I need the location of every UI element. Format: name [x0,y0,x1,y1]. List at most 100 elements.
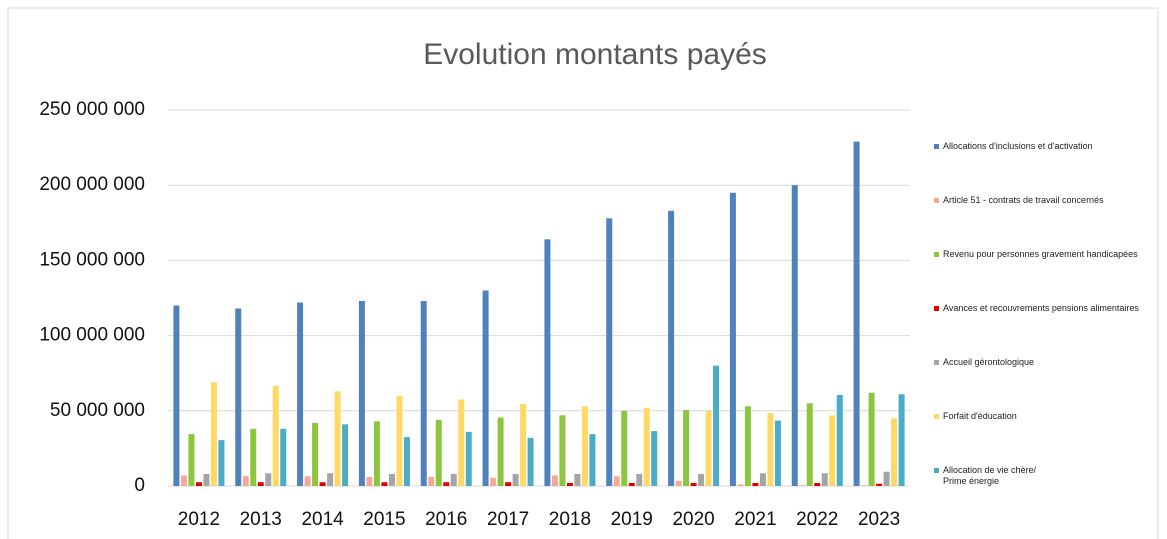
bar [235,308,242,486]
bar [195,482,202,486]
bar [606,218,613,486]
bar [403,437,410,486]
bar [396,395,403,486]
bar [713,365,720,486]
legend-swatch [934,251,939,257]
bar [643,407,650,486]
bar [581,406,588,486]
bar [465,431,472,486]
bar [683,410,690,486]
x-tick-label: 2020 [672,509,714,530]
bar [675,480,682,486]
x-tick-label: 2013 [240,509,282,530]
bar [482,290,489,486]
bar [744,406,751,486]
bar [250,428,257,486]
bar [304,476,311,486]
bar [574,473,581,486]
bar [203,473,210,486]
bar [458,399,465,486]
y-tick-label: 250 000 000 [39,99,145,120]
bar [668,210,675,486]
bar [737,484,744,486]
bar [497,417,504,486]
legend-label: Accueil gérontologique [943,356,1035,367]
x-tick-label: 2015 [363,509,405,530]
legend-label: Forfait d'éducation [943,410,1017,421]
x-tick-label: 2012 [178,509,220,530]
x-tick-label: 2019 [611,509,653,530]
bar [767,413,774,486]
bar [297,302,304,486]
bar [358,301,365,486]
x-tick-label: 2018 [549,509,591,530]
bar [450,473,457,486]
bar [551,475,558,486]
bar [799,485,806,486]
bar [791,185,798,486]
legend-label: Allocations d'inclusions et d'activation [943,140,1093,151]
bar [218,440,225,486]
bar [861,485,868,486]
legend-swatch [934,305,939,311]
bar [651,431,658,486]
bar [628,482,635,486]
bar [180,475,187,486]
bar [505,482,512,486]
legend-swatch [934,413,939,419]
bar [512,473,519,486]
bar [272,385,279,486]
bar [698,473,705,486]
x-tick-label: 2021 [734,509,776,530]
bar [242,476,249,486]
legend-swatch [934,467,939,473]
bar [836,395,843,486]
bar [443,482,450,486]
x-tick-label: 2014 [301,509,344,530]
legend-swatch [934,359,939,365]
x-tick-label: 2023 [858,509,900,530]
bar [327,473,334,486]
y-tick-label: 50 000 000 [50,400,145,421]
bar [613,476,620,486]
bar [420,301,427,486]
legend-label: Allocation de vie chère/ Prime énergie [943,464,1037,486]
bar [559,415,566,486]
legend-label: Revenu pour personnes gravement handicap… [943,248,1138,259]
bar [876,483,883,486]
bar [428,476,435,486]
bar [891,418,898,486]
bar [566,482,573,486]
x-tick-label: 2017 [487,509,529,530]
legend-swatch [934,143,939,149]
bar [752,482,759,486]
bar [883,471,890,486]
bar [373,421,380,486]
bar [210,382,217,486]
chart-title: Evolution montants payés [423,38,767,71]
bar [589,434,596,486]
legend-label: Article 51 - contrats de travail concern… [943,194,1104,205]
bar [729,192,736,486]
bar [806,403,813,486]
bar [435,419,442,486]
bar [759,473,766,486]
bar [527,437,534,486]
bar [690,482,697,486]
y-tick-label: 200 000 000 [39,174,145,195]
bar [265,473,272,486]
y-tick-label: 0 [134,475,145,496]
bar [319,482,326,486]
chart-border [7,7,1159,539]
bar [520,404,527,486]
bar [381,482,388,486]
bar [173,305,180,486]
bar [829,415,836,486]
legend-label: Avances et recouvrements pensions alimen… [943,302,1139,313]
bar [705,410,712,486]
bar [312,422,319,486]
bar [544,239,551,486]
y-tick-label: 100 000 000 [39,325,145,346]
